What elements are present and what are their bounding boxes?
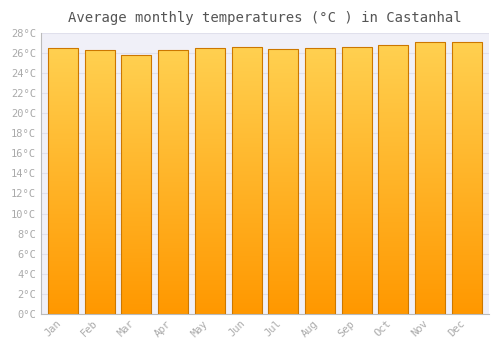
Bar xyxy=(305,48,335,314)
Bar xyxy=(232,47,262,314)
Bar xyxy=(122,55,152,314)
Bar xyxy=(342,47,372,314)
Bar xyxy=(48,48,78,314)
Bar xyxy=(84,50,115,314)
Bar xyxy=(268,49,298,314)
Bar xyxy=(452,42,482,314)
Bar xyxy=(195,48,225,314)
Title: Average monthly temperatures (°C ) in Castanhal: Average monthly temperatures (°C ) in Ca… xyxy=(68,11,462,25)
Bar xyxy=(415,42,445,314)
Bar xyxy=(158,50,188,314)
Bar xyxy=(378,45,408,314)
